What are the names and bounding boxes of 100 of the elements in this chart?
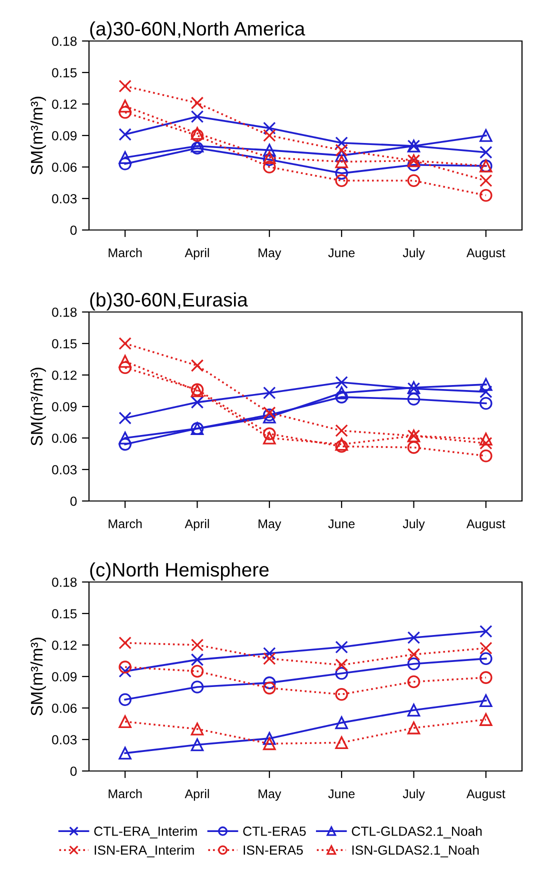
y-tick-label: 0.15: [52, 609, 77, 618]
point: [335, 440, 348, 453]
point: [407, 441, 420, 454]
x-tick-label: August: [466, 520, 506, 531]
point: [335, 390, 348, 404]
y-axis-title: SM(m³/m³): [30, 638, 46, 716]
y-tick-label: 0.06: [52, 434, 77, 443]
point: [263, 151, 276, 164]
point: [335, 716, 348, 730]
point: [335, 376, 348, 389]
y-tick-label: 0.09: [52, 402, 77, 412]
x-tick-label: May: [258, 520, 282, 531]
point: [480, 146, 492, 159]
x-tick-label: April: [184, 248, 209, 260]
point: [118, 432, 132, 444]
point: [118, 438, 132, 451]
point: [335, 736, 348, 750]
y-tick-label: 0.18: [52, 36, 77, 46]
point: [407, 392, 420, 406]
chart-title: (b)30-60N,Eurasia: [90, 292, 248, 310]
x-tick-label: April: [184, 789, 209, 801]
chart-title: (c)North Hemisphere: [90, 562, 269, 580]
point: [118, 151, 132, 164]
x-tick-label: March: [108, 789, 142, 798]
point: [190, 110, 204, 123]
point: [407, 631, 420, 644]
point: [263, 652, 276, 666]
legend-label: CTL-ERA_Interim: [94, 826, 197, 838]
point: [263, 732, 276, 745]
point: [190, 680, 204, 694]
point: [480, 436, 492, 450]
point: [263, 129, 276, 142]
point: [407, 174, 420, 188]
x-tick-label: March: [108, 248, 142, 258]
x-tick-label: March: [108, 519, 142, 528]
point: [480, 432, 492, 446]
point: [407, 158, 420, 172]
point: [118, 664, 132, 678]
y-tick-label: 0: [70, 496, 77, 506]
y-tick-label: 0.03: [52, 735, 77, 744]
point: [407, 648, 420, 661]
x-tick-label: July: [402, 789, 425, 801]
point: [190, 638, 204, 652]
point: [118, 660, 132, 674]
point: [335, 438, 348, 451]
point: [190, 738, 204, 752]
point: [190, 653, 204, 666]
x-tick-label: August: [466, 790, 506, 801]
y-tick-label: 0.03: [52, 465, 77, 474]
y-tick-label: 0.12: [52, 370, 77, 380]
point: [190, 96, 204, 110]
point: [480, 671, 492, 684]
chart-title: (a)30-60N,North America: [90, 21, 306, 40]
point: [263, 432, 276, 444]
y-tick-label: 0.12: [52, 100, 77, 109]
y-axis-title: SM(m³/m³): [30, 96, 46, 175]
point: [263, 737, 276, 750]
point: [480, 188, 492, 202]
point: [118, 337, 132, 350]
point: [335, 424, 348, 438]
point: [480, 713, 492, 726]
point: [263, 647, 276, 660]
point: [480, 396, 492, 410]
point: [190, 396, 204, 409]
point: [480, 174, 492, 188]
point: [407, 722, 420, 734]
point: [335, 144, 348, 157]
point: [480, 642, 492, 655]
x-tick-label: June: [328, 248, 355, 258]
point: [335, 640, 348, 654]
point: [118, 106, 132, 119]
legend-label: CTL-ERA5: [243, 826, 306, 836]
y-tick-label: 0: [70, 226, 77, 235]
point: [480, 449, 492, 462]
point: [407, 658, 420, 670]
legend-label: ISN-ERA_Interim: [94, 845, 194, 858]
point: [335, 658, 348, 672]
y-tick-label: 0.06: [52, 162, 77, 172]
point: [407, 675, 420, 688]
point: [263, 144, 276, 157]
legend-label: ISN-ERA5: [244, 845, 303, 855]
point: [480, 129, 492, 142]
point: [263, 386, 276, 400]
y-tick-label: 0.18: [52, 578, 77, 587]
legend-label: ISN-GLDAS2.1_Noah: [352, 845, 479, 858]
y-tick-label: 0.15: [52, 339, 77, 348]
y-tick-label: 0.03: [52, 194, 77, 204]
point: [335, 666, 348, 680]
point: [480, 624, 492, 638]
point: [263, 676, 276, 690]
x-tick-label: June: [328, 520, 355, 528]
point: [263, 406, 276, 420]
x-tick-label: July: [402, 519, 425, 531]
point: [480, 385, 492, 398]
point: [118, 361, 132, 374]
point: [118, 746, 132, 760]
point: [118, 693, 132, 706]
point: [118, 354, 132, 368]
x-tick-label: May: [258, 248, 282, 260]
point: [190, 359, 204, 372]
